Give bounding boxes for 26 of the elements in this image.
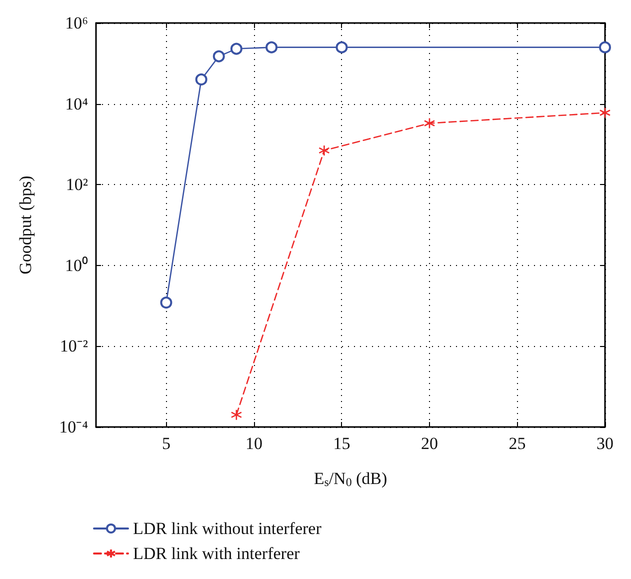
legend-label: LDR link without interferer (133, 519, 322, 538)
point (266, 41, 278, 54)
point (230, 409, 242, 420)
point (424, 118, 436, 129)
y-axis-title: Goodput (bps) (16, 176, 35, 274)
y-tick-label: 10⁰ (65, 256, 88, 275)
point (212, 50, 225, 62)
point (195, 73, 208, 86)
x-tick-label: 25 (508, 434, 526, 453)
x-tick-label: 20 (420, 434, 438, 453)
point (230, 42, 242, 55)
y-tick-label: 10² (66, 175, 88, 194)
y-tick-label: 10⁶ (65, 14, 88, 32)
x-tick-label: 10 (245, 434, 262, 453)
y-tick-label: 10⁻⁴ (59, 418, 88, 436)
point (336, 41, 348, 54)
y-tick-label: 10⁻² (60, 336, 88, 356)
point (160, 296, 172, 309)
y-tick-label: 10⁴ (65, 94, 88, 114)
x-tick-label: 15 (333, 434, 350, 453)
x-tick-label: 30 (596, 434, 614, 453)
legend-label: LDR link with interferer (133, 544, 300, 563)
point (318, 144, 330, 156)
x-tick-label: 5 (162, 434, 170, 453)
point (599, 41, 611, 54)
point (599, 107, 611, 118)
